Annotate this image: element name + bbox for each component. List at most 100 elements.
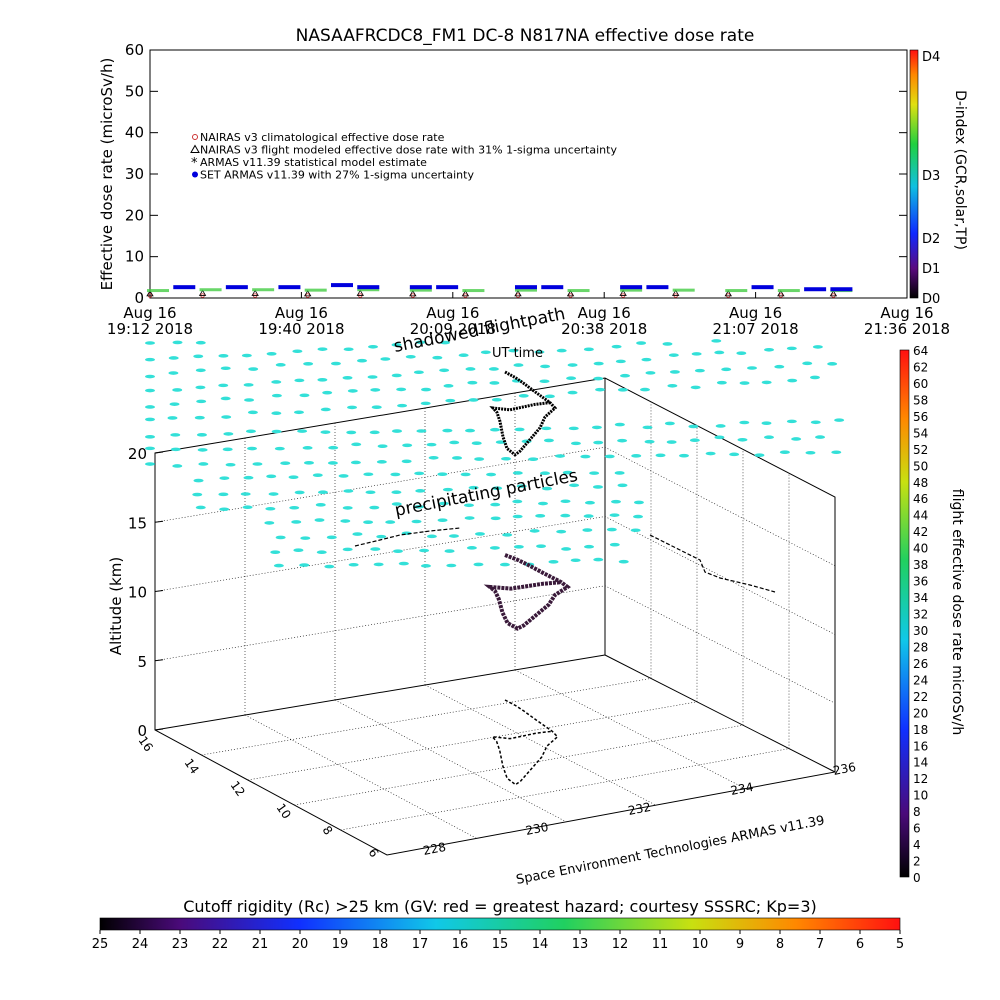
particle — [266, 351, 277, 356]
particle — [463, 503, 474, 508]
dose-rate-colorbar-label: flight effective dose rate microSv/h — [949, 489, 965, 735]
particle — [831, 450, 842, 455]
particle — [219, 476, 230, 480]
particle — [172, 464, 183, 468]
cutoff-rigidity-ticks: 25 24 23 22 21 20 19 18 17 16 15 14 13 12 11 10 9 8 7 6 5 — [92, 930, 904, 952]
dose-rate-tick-label: 22 — [913, 690, 928, 704]
particle — [617, 438, 628, 443]
set-armas-point — [830, 287, 853, 292]
particle — [694, 368, 705, 373]
particle — [343, 347, 354, 352]
nairas-flight-point — [777, 290, 785, 297]
dose-rate-tick-label: 50 — [913, 459, 928, 473]
particle — [514, 427, 525, 432]
armas-model-point — [462, 289, 485, 293]
particle — [815, 435, 826, 439]
particle — [644, 439, 655, 444]
particle — [420, 401, 431, 406]
top-x-tick-label-time: 21:07 2018 — [713, 320, 799, 338]
dose-rate-tick-label: 38 — [913, 558, 928, 572]
particle — [303, 461, 314, 465]
particle — [370, 388, 381, 392]
particle — [480, 350, 491, 355]
particle — [172, 340, 183, 345]
particle — [192, 492, 203, 497]
set-armas-point — [541, 285, 564, 290]
particle — [342, 506, 353, 510]
cutoff-rigidity-colorbar — [99, 917, 901, 931]
armas-model-point — [409, 288, 432, 292]
top-x-tick-label-time: 19:12 2018 — [107, 320, 193, 338]
particle — [245, 429, 256, 434]
particle — [351, 442, 362, 447]
particle — [415, 489, 426, 493]
cutoff-tick-label: 5 — [896, 937, 904, 952]
top-x-tick-label-date: Aug 16 — [123, 304, 176, 322]
altitude-tick-mark — [154, 728, 164, 731]
particle — [297, 429, 308, 433]
particle — [567, 390, 578, 395]
particle — [347, 389, 358, 393]
top-x-tick-label-date: Aug 16 — [578, 304, 631, 322]
cutoff-tick-label: 10 — [692, 937, 709, 952]
particle — [562, 470, 573, 475]
particle — [691, 352, 702, 356]
particle — [338, 474, 349, 478]
particle — [543, 438, 554, 443]
particle — [391, 429, 402, 433]
particle — [170, 447, 181, 452]
cutoff-rigidity-title: Cutoff rigidity (Rc) >25 km (GV: red = g… — [183, 897, 817, 916]
precipitating-particles-cloud — [145, 339, 845, 569]
top-x-tick-label-time: 20:09 2018 — [410, 320, 496, 338]
particle — [293, 548, 304, 553]
particle — [198, 462, 209, 466]
particle — [611, 499, 622, 504]
particle — [439, 368, 450, 373]
top-y-axis-label: Effective dose rate (microSv/h) — [98, 58, 116, 291]
altitude-tick-label: 20 — [128, 445, 147, 463]
particle — [413, 505, 424, 509]
particle — [764, 347, 775, 352]
particle — [534, 350, 545, 354]
altitude-tick-mark — [154, 590, 164, 592]
particle — [474, 532, 485, 536]
particle — [273, 563, 284, 568]
particle — [448, 534, 459, 538]
particle — [315, 503, 326, 507]
cutoff-tick-label: 17 — [412, 937, 429, 952]
particle — [567, 363, 578, 367]
particle — [834, 418, 845, 422]
particle — [473, 562, 484, 567]
d-index-label: D-index (GCR,solar,TP) — [952, 90, 968, 250]
particle — [633, 514, 644, 519]
particle — [508, 348, 519, 353]
particle — [342, 376, 353, 380]
particle — [195, 385, 206, 390]
dose-rate-tick-label: 6 — [913, 822, 921, 836]
set-armas-point — [173, 285, 196, 290]
particle — [754, 453, 765, 457]
cutoff-tick-label: 21 — [252, 937, 269, 952]
particle — [499, 562, 510, 567]
armas-model-point — [567, 289, 590, 293]
particle — [346, 430, 357, 435]
particle — [805, 450, 816, 455]
particle — [145, 341, 155, 345]
particle — [678, 453, 689, 458]
particle — [486, 472, 497, 477]
cutoff-tick-label: 15 — [492, 937, 509, 952]
particle — [761, 421, 772, 425]
particle — [371, 405, 382, 410]
grid-line-floor — [244, 714, 477, 839]
particle — [556, 529, 567, 534]
particle — [714, 435, 725, 440]
particle — [240, 492, 251, 496]
top-x-tick-label-time: 21:36 2018 — [864, 320, 950, 338]
cutoff-tick-label: 9 — [736, 937, 744, 952]
particle — [357, 358, 368, 363]
particle — [391, 502, 402, 506]
legend-entry-label: SET ARMAS v11.39 with 27% 1-sigma uncert… — [200, 169, 474, 182]
armas-model-point — [252, 288, 275, 292]
armas-model-point — [672, 288, 695, 292]
